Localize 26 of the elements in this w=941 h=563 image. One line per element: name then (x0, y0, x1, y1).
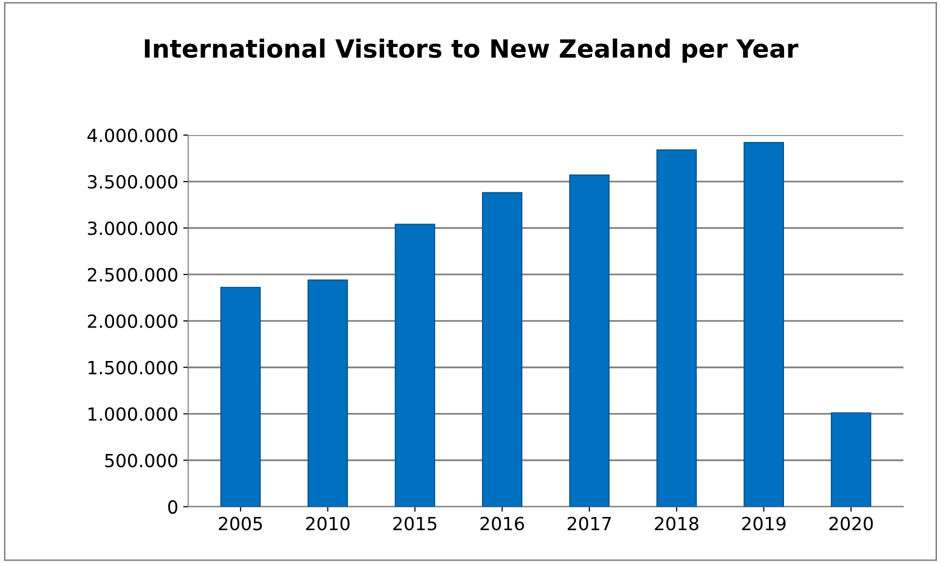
bar (308, 279, 348, 507)
y-tick-label: 0 (168, 500, 178, 514)
x-tick-label: 2016 (480, 516, 524, 530)
y-tick-label: 500.000 (105, 454, 178, 468)
bar (744, 142, 784, 507)
x-tick-label: 2015 (393, 516, 436, 530)
x-tick-label: 2019 (742, 516, 786, 530)
chart-title: International Visitors to New Zealand per Year (144, 38, 798, 63)
x-tick-label: 2010 (306, 516, 350, 530)
y-tick-label: 1.500.000 (88, 360, 178, 374)
x-tick-label: 2017 (568, 516, 611, 530)
y-tick-label: 3.500.000 (88, 175, 178, 189)
y-tick-label: 4.000.000 (87, 128, 178, 142)
y-tick-label: 2.500.000 (88, 268, 178, 282)
bar (569, 174, 610, 507)
bar (830, 412, 872, 507)
x-tick-label: 2005 (218, 516, 262, 530)
x-tick-label: 2020 (829, 516, 873, 530)
y-tick-label: 2.000.000 (88, 314, 178, 328)
bar (482, 192, 522, 507)
bar (656, 149, 697, 507)
bar (220, 286, 261, 507)
bar (394, 224, 436, 507)
y-tick-label: 3.000.000 (88, 221, 178, 236)
y-tick-label: 1.000.000 (88, 407, 178, 421)
x-tick-label: 2018 (654, 516, 698, 530)
